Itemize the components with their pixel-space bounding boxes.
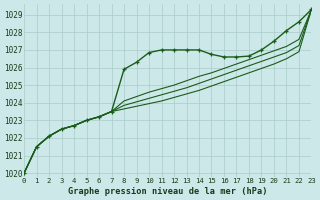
X-axis label: Graphe pression niveau de la mer (hPa): Graphe pression niveau de la mer (hPa): [68, 187, 268, 196]
